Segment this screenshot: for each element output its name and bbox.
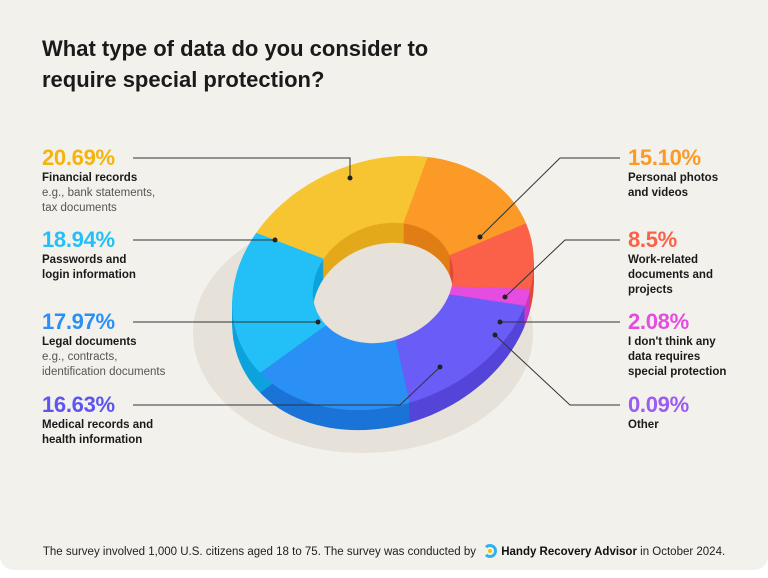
label-none: 2.08% I don't think any data requires sp…	[628, 309, 726, 380]
slice-work-related-documents-and-projects	[449, 223, 534, 289]
footer-text-1: The survey involved 1,000 U.S. citizens …	[42, 546, 477, 558]
label-work: 8.5% Work-related documents and projects	[628, 227, 713, 298]
pct-other: 0.09%	[628, 392, 689, 417]
sub-financial-1: e.g., bank statements,	[42, 187, 156, 199]
name-photos-1: Personal photos	[628, 172, 719, 184]
brand-logo-icon	[483, 544, 498, 558]
dot-passwords	[272, 237, 278, 243]
leader-financial	[133, 157, 351, 178]
sub-financial-2: tax documents	[42, 202, 117, 214]
slice-i-don-t-think-any-data-requires-special-protection	[449, 286, 531, 306]
pct-work: 8.5%	[628, 227, 677, 252]
name-work-2: documents and	[628, 269, 713, 281]
footer-text-2: in October 2024.	[640, 546, 726, 558]
slice-passwords-and-login-information	[232, 232, 327, 373]
name-legal: Legal documents	[42, 336, 137, 348]
leader-work	[504, 239, 620, 298]
name-passwords-1: Passwords and	[42, 254, 127, 266]
label-legal: 17.97% Legal documents e.g., contracts, …	[42, 309, 165, 380]
dot-photos	[477, 234, 483, 240]
chart-title: What type of data do you consider to req…	[42, 36, 429, 92]
slice-other	[449, 294, 525, 307]
leader-medical	[133, 366, 441, 406]
dot-financial	[347, 175, 353, 181]
dot-none	[497, 319, 503, 325]
pct-medical: 16.63%	[42, 392, 115, 417]
pct-legal: 17.97%	[42, 309, 115, 334]
name-financial: Financial records	[42, 172, 138, 184]
label-other: 0.09% Other	[628, 392, 689, 433]
label-photos: 15.10% Personal photos and videos	[628, 145, 718, 201]
label-medical: 16.63% Medical records and health inform…	[42, 392, 153, 448]
pct-none: 2.08%	[628, 309, 689, 334]
name-passwords-2: login information	[42, 269, 136, 281]
pct-photos: 15.10%	[628, 145, 701, 170]
pct-financial: 20.69%	[42, 145, 115, 170]
name-medical-2: health information	[42, 434, 143, 446]
dot-legal	[315, 319, 321, 325]
sub-legal-2: identification documents	[42, 366, 166, 378]
footer-brand: Handy Recovery Advisor	[501, 546, 637, 558]
leader-other	[494, 334, 620, 406]
dot-other	[492, 332, 498, 338]
name-none-3: special protection	[628, 366, 727, 378]
slice-personal-photos-and-videos	[403, 157, 527, 256]
footer-note: The survey involved 1,000 U.S. citizens …	[0, 544, 768, 558]
dot-work	[502, 294, 508, 300]
name-none-1: I don't think any	[628, 336, 716, 348]
slice-financial-records	[256, 155, 428, 259]
label-passwords: 18.94% Passwords and login information	[42, 227, 136, 283]
name-medical-1: Medical records and	[42, 419, 154, 431]
pct-passwords: 18.94%	[42, 227, 115, 252]
name-other: Other	[628, 419, 659, 431]
label-financial: 20.69% Financial records e.g., bank stat…	[42, 145, 155, 216]
sub-legal-1: e.g., contracts,	[42, 351, 118, 363]
leader-photos	[479, 157, 620, 238]
name-photos-2: and videos	[628, 187, 689, 199]
slice-legal-documents	[260, 325, 410, 411]
slice-medical-records-and-health-information	[395, 294, 525, 403]
name-none-2: data requires	[628, 351, 701, 363]
name-work-1: Work-related	[628, 254, 699, 266]
dot-medical	[437, 364, 443, 370]
name-work-3: projects	[628, 284, 673, 296]
